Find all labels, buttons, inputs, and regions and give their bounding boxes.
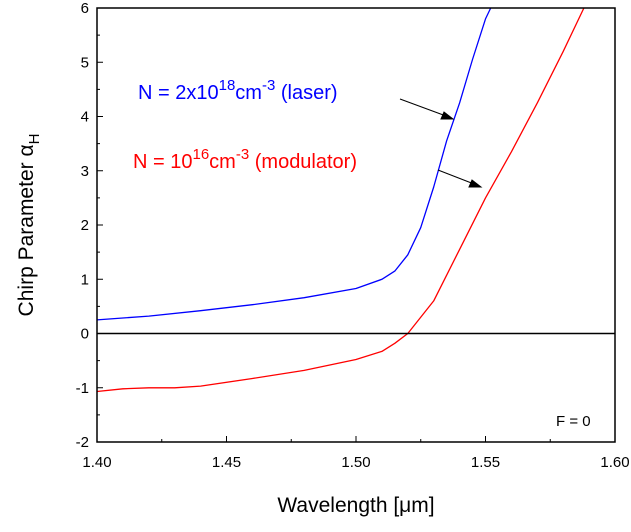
corner-note: F = 0 bbox=[556, 413, 591, 430]
arrow-modulator-head bbox=[468, 179, 483, 188]
y-tick-label: 0 bbox=[81, 326, 89, 343]
x-tick-label: 1.50 bbox=[341, 454, 370, 471]
y-tick-label: -2 bbox=[76, 434, 89, 451]
annotation-laser-sup2: -3 bbox=[262, 77, 275, 94]
y-tick-label: 5 bbox=[81, 54, 89, 71]
x-axis-title: Wavelength [μm] bbox=[277, 494, 434, 517]
annotation-arrows bbox=[399, 98, 483, 188]
annotation-modulator-mid: cm bbox=[209, 151, 236, 173]
x-tick-label: 1.55 bbox=[471, 454, 500, 471]
annotation-modulator-tail: (modulator) bbox=[249, 151, 357, 173]
x-tick-label: 1.45 bbox=[212, 454, 241, 471]
series-line-2 bbox=[96, 7, 585, 393]
y-tick-label: 4 bbox=[81, 109, 89, 126]
annotation-modulator-sup2: -3 bbox=[236, 146, 249, 163]
x-tick-label: 1.60 bbox=[600, 454, 629, 471]
y-tick-label: 2 bbox=[81, 217, 89, 234]
annotation-modulator-sup1: 16 bbox=[192, 146, 209, 163]
annotation-modulator: N = 1016cm-3 (modulator) bbox=[133, 146, 357, 173]
ticks-layer: -2 -1 0 1 2 3 4 5 6 1.40 1.45 1.50 1.55 1.60 bbox=[76, 0, 630, 471]
arrow-laser-line bbox=[399, 98, 447, 117]
series-line-1 bbox=[96, 7, 492, 321]
y-axis-title: Chirp Parameter αH bbox=[15, 134, 43, 317]
plot-frame bbox=[96, 7, 616, 443]
y-tick-label: 1 bbox=[81, 271, 89, 288]
annotation-laser-tail: (laser) bbox=[275, 82, 337, 104]
series-layer bbox=[96, 7, 585, 393]
y-tick-label: 6 bbox=[81, 0, 89, 17]
y-tick-label: 3 bbox=[81, 163, 89, 180]
annotation-laser-mid: cm bbox=[235, 82, 262, 104]
y-axis-title-sub: H bbox=[26, 134, 43, 145]
annotation-laser: N = 2x1018cm-3 (laser) bbox=[138, 77, 338, 104]
arrow-modulator-line bbox=[437, 169, 475, 185]
arrow-laser-head bbox=[440, 111, 455, 120]
annotation-laser-sup1: 18 bbox=[219, 77, 236, 94]
y-axis-title-main: Chirp Parameter α bbox=[15, 144, 38, 316]
y-tick-label: -1 bbox=[76, 380, 89, 397]
x-tick-label: 1.40 bbox=[82, 454, 111, 471]
annotation-laser-main: N = 2x10 bbox=[138, 82, 219, 104]
annotation-modulator-main: N = 10 bbox=[133, 151, 192, 173]
